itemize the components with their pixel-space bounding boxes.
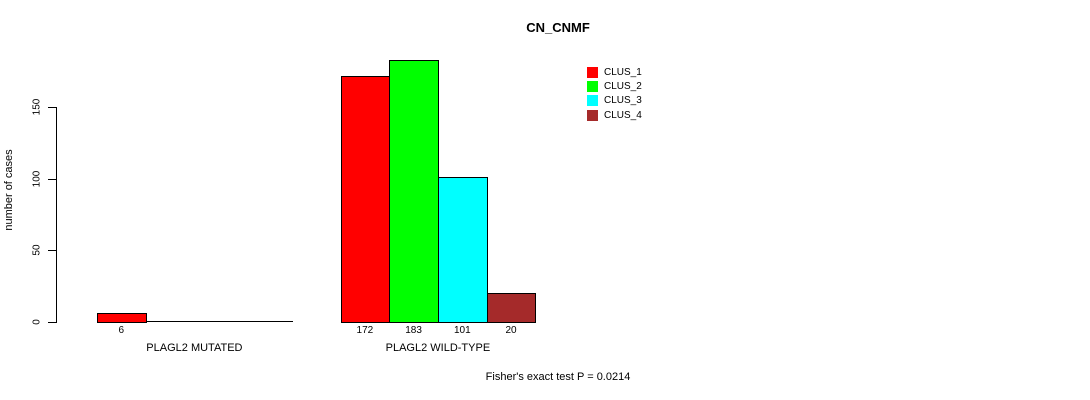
legend-item-clus_1: CLUS_1 — [587, 65, 642, 79]
chart-title: CN_CNMF — [526, 20, 590, 35]
legend-swatch — [587, 109, 598, 121]
y-tick — [48, 322, 56, 323]
bar-clus_3-plagl2-wild-type — [437, 177, 488, 323]
bar-clus_1-plagl2-mutated — [97, 313, 147, 323]
y-tick — [48, 107, 56, 108]
legend-swatch — [587, 80, 598, 92]
category-label-plagl2-wild-type: PLAGL2 WILD-TYPE — [385, 342, 491, 354]
y-tick-label: 100 — [31, 170, 43, 188]
bar-value-label: 172 — [356, 325, 374, 336]
bar-clus_3-plagl2-mutated — [194, 321, 245, 322]
category-label-plagl2-mutated: PLAGL2 MUTATED — [146, 342, 243, 354]
y-tick-label: 50 — [31, 244, 43, 256]
y-tick — [48, 250, 56, 252]
bar-clus_4-plagl2-mutated — [243, 321, 293, 322]
y-tick-label: 150 — [31, 98, 43, 116]
y-tick — [48, 178, 56, 180]
y-axis-title: number of cases — [3, 149, 15, 231]
bar-clus_4-plagl2-wild-type — [486, 293, 537, 323]
legend: CLUS_1 CLUS_2 CLUS_3 CLUS_4 — [587, 65, 642, 122]
legend-swatch — [587, 66, 598, 78]
legend-item-clus_3: CLUS_3 — [587, 94, 642, 108]
legend-label: CLUS_1 — [604, 66, 642, 78]
bar-clus_1-plagl2-wild-type — [340, 75, 391, 323]
legend-label: CLUS_2 — [604, 80, 642, 92]
bar-value-label: 183 — [405, 325, 422, 336]
y-axis-line — [56, 107, 57, 323]
legend-label: CLUS_4 — [604, 109, 642, 121]
bar-value-label: 101 — [453, 325, 471, 336]
bar-value-label: 6 — [118, 325, 125, 336]
footnote-text: Fisher's exact test P = 0.0214 — [485, 371, 631, 383]
legend-item-clus_4: CLUS_4 — [587, 108, 642, 122]
legend-swatch — [587, 95, 598, 107]
bar-value-label: 20 — [505, 325, 517, 336]
bar-clus_2-plagl2-mutated — [145, 321, 196, 322]
bar-clus_2-plagl2-wild-type — [389, 59, 439, 323]
y-tick-label: 0 — [31, 319, 43, 325]
legend-item-clus_2: CLUS_2 — [587, 79, 642, 93]
legend-label: CLUS_3 — [604, 95, 642, 107]
